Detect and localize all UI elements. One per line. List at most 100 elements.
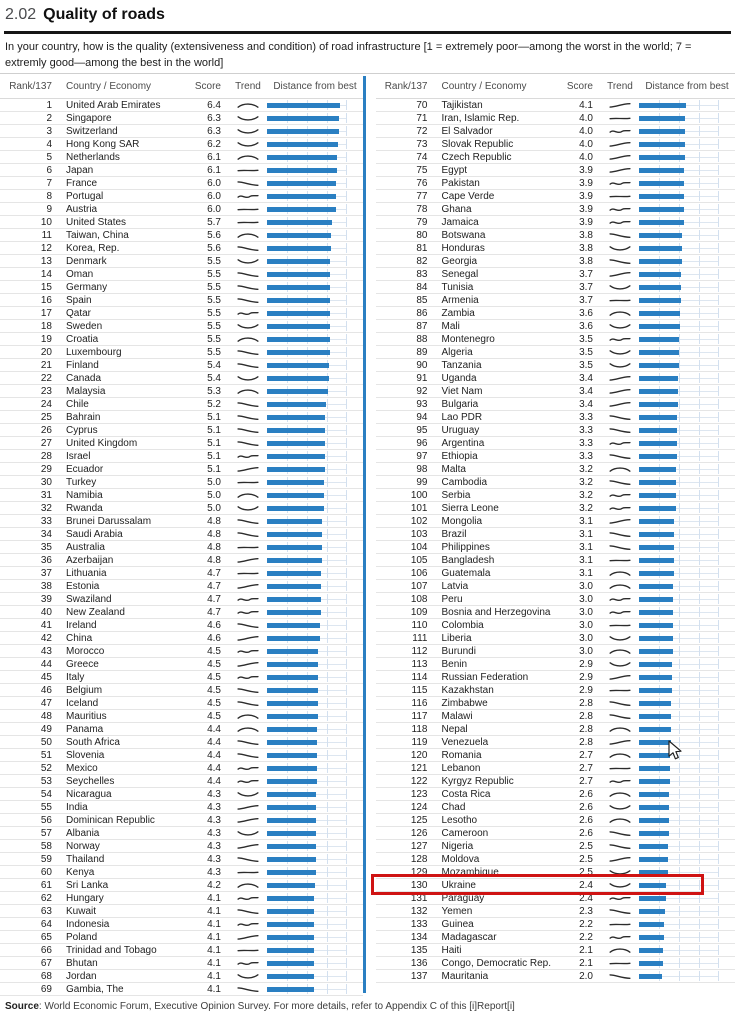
distance-bar-track [639, 931, 719, 943]
table-row: 45 Italy 4.5 [0, 671, 363, 684]
country-cell: Netherlands [66, 151, 120, 163]
score-cell: 4.5 [207, 710, 221, 722]
rank-cell: 61 [40, 879, 52, 891]
table-row: 28 Israel 5.1 [0, 450, 363, 463]
rank-cell: 89 [416, 346, 428, 358]
track-tick [718, 386, 719, 396]
distance-bar [267, 180, 336, 186]
track-tick [327, 880, 328, 890]
track-tick [327, 594, 328, 604]
track-tick [718, 243, 719, 253]
distance-bar [267, 661, 319, 667]
table-row: 21 Finland 5.4 [0, 359, 363, 372]
track-tick [699, 945, 700, 955]
score-cell: 3.0 [579, 580, 593, 592]
track-tick [718, 607, 719, 617]
table-row: 92 Viet Nam 3.4 [375, 385, 735, 398]
rank-cell: 36 [40, 554, 52, 566]
table-row: 5 Netherlands 6.1 [0, 151, 363, 164]
distance-bar [639, 258, 683, 264]
distance-bar [267, 414, 326, 420]
rank-cell: 137 [410, 970, 428, 982]
trend-sparkline-icon [229, 179, 267, 188]
trend-sparkline-icon [601, 218, 639, 227]
table-row: 26 Cyprus 5.1 [0, 424, 363, 437]
distance-bar [267, 219, 333, 225]
rank-cell: 21 [40, 359, 52, 371]
table-row: 57 Albania 4.3 [0, 827, 363, 840]
trend-sparkline-icon [601, 556, 639, 565]
track-tick [699, 581, 700, 591]
track-tick [718, 100, 719, 110]
rank-cell: 4 [46, 138, 52, 150]
table-row: 132 Yemen 2.3 [375, 905, 735, 918]
score-cell: 3.5 [579, 333, 593, 345]
track-tick [718, 919, 719, 929]
rank-cell: 44 [40, 658, 52, 670]
trend-sparkline-icon [229, 335, 267, 344]
distance-bar [267, 349, 330, 355]
trend-sparkline-icon [601, 127, 639, 136]
trend-sparkline-icon [229, 439, 267, 448]
score-cell: 3.2 [579, 463, 593, 475]
rank-cell: 78 [416, 203, 428, 215]
rank-cell: 118 [411, 723, 428, 735]
rank-cell: 98 [416, 463, 428, 475]
track-tick [327, 464, 328, 474]
distance-bar [639, 180, 684, 186]
distance-bar-track [639, 164, 719, 176]
trend-sparkline-icon [229, 114, 267, 123]
score-cell: 2.0 [579, 970, 593, 982]
country-cell: Rwanda [66, 502, 103, 514]
distance-bar-track [267, 99, 347, 111]
table-row: 72 El Salvador 4.0 [375, 125, 735, 138]
track-tick [346, 633, 347, 643]
distance-bar [639, 726, 671, 732]
trend-sparkline-icon [601, 517, 639, 526]
track-tick [346, 282, 347, 292]
table-row: 37 Lithuania 4.7 [0, 567, 363, 580]
track-tick [327, 919, 328, 929]
trend-sparkline-icon [229, 309, 267, 318]
table-row: 23 Malaysia 5.3 [0, 385, 363, 398]
track-tick [327, 854, 328, 864]
trend-sparkline-icon [601, 439, 639, 448]
distance-bar [639, 388, 678, 394]
country-cell: Sweden [66, 320, 103, 332]
track-tick [699, 698, 700, 708]
table-left-half: Rank/137 Country / Economy Score Trend D… [0, 74, 363, 996]
table-row: 20 Luxembourg 5.5 [0, 346, 363, 359]
track-tick [679, 555, 680, 565]
track-tick [699, 932, 700, 942]
country-cell: Cape Verde [441, 190, 495, 202]
trend-sparkline-icon [229, 140, 267, 149]
track-tick [718, 490, 719, 500]
distance-bar [267, 427, 326, 433]
table-row: 31 Namibia 5.0 [0, 489, 363, 502]
rank-cell: 83 [416, 268, 428, 280]
country-cell: Congo, Democratic Rep. [441, 957, 552, 969]
distance-bar [639, 934, 665, 940]
rank-cell: 13 [40, 255, 52, 267]
country-cell: United Kingdom [66, 437, 138, 449]
track-tick [718, 932, 719, 942]
track-tick [718, 724, 719, 734]
distance-bar [639, 791, 669, 797]
track-tick [346, 464, 347, 474]
rank-cell: 25 [40, 411, 52, 423]
rank-cell: 96 [416, 437, 428, 449]
rank-cell: 125 [410, 814, 428, 826]
trend-sparkline-icon [601, 634, 639, 643]
track-tick [346, 243, 347, 253]
trend-sparkline-icon [229, 452, 267, 461]
rank-cell: 35 [40, 541, 52, 553]
score-cell: 4.8 [207, 554, 221, 566]
table-row: 84 Tunisia 3.7 [375, 281, 735, 294]
table-row: 83 Senegal 3.7 [375, 268, 735, 281]
table-row: 95 Uruguay 3.3 [375, 424, 735, 437]
country-cell: Burundi [441, 645, 476, 657]
trend-sparkline-icon [601, 790, 639, 799]
score-cell: 5.1 [207, 424, 221, 436]
rank-cell: 10 [40, 216, 52, 228]
track-tick [718, 750, 719, 760]
